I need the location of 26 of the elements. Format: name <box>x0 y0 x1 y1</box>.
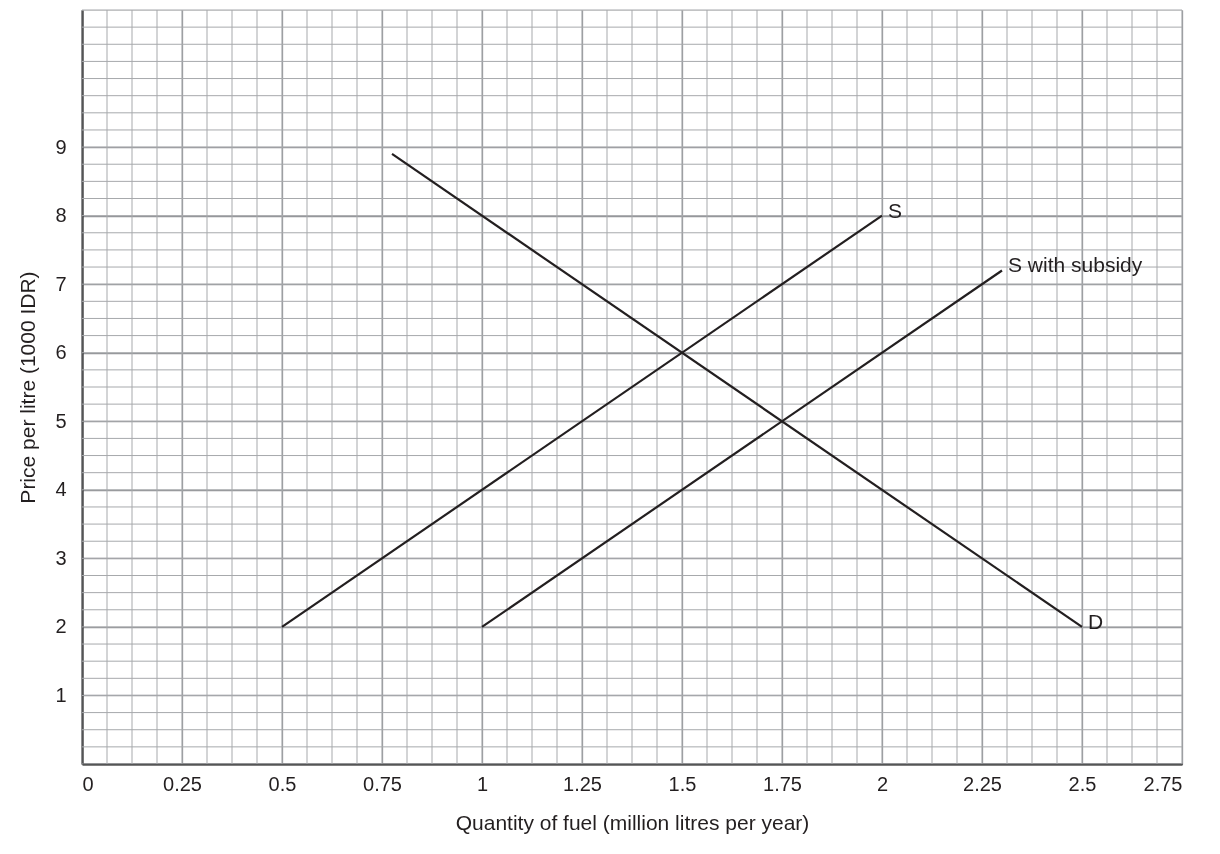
y-tick-label: 8 <box>55 204 67 227</box>
y-tick-label: 7 <box>55 272 67 295</box>
y-tick-label: 3 <box>55 546 67 569</box>
x-tick-label: 1.75 <box>763 772 802 795</box>
x-tick-label: 2.5 <box>1068 772 1097 795</box>
x-tick-label: 2.25 <box>963 772 1002 795</box>
y-tick-label: 6 <box>55 341 67 364</box>
x-tick-label: 1 <box>476 772 489 795</box>
x-tick-label: 0.25 <box>163 772 202 795</box>
x-tick-label: 2 <box>876 772 889 795</box>
x-tick-label: 1.5 <box>668 772 697 795</box>
series-label: S <box>888 198 903 222</box>
y-tick-label: 4 <box>55 478 67 501</box>
y-tick-label: 1 <box>55 683 67 706</box>
x-tick-label: 1.25 <box>563 772 602 795</box>
y-tick-label: 5 <box>55 409 67 432</box>
y-axis-title: Price per litre (1000 IDR) <box>16 271 40 504</box>
x-tick-label: 0.75 <box>363 772 402 795</box>
y-tick-label: 9 <box>55 135 67 158</box>
series-label: S with subsidy <box>1008 253 1143 277</box>
x-tick-label: 0.5 <box>268 772 297 795</box>
series-label: D <box>1088 609 1104 633</box>
x-tick-label: 2.75 <box>1143 772 1183 795</box>
y-tick-label: 2 <box>55 615 67 638</box>
x-axis-title: Quantity of fuel (million litres per year) <box>455 810 810 834</box>
x-tick-label: 0 <box>82 772 94 795</box>
